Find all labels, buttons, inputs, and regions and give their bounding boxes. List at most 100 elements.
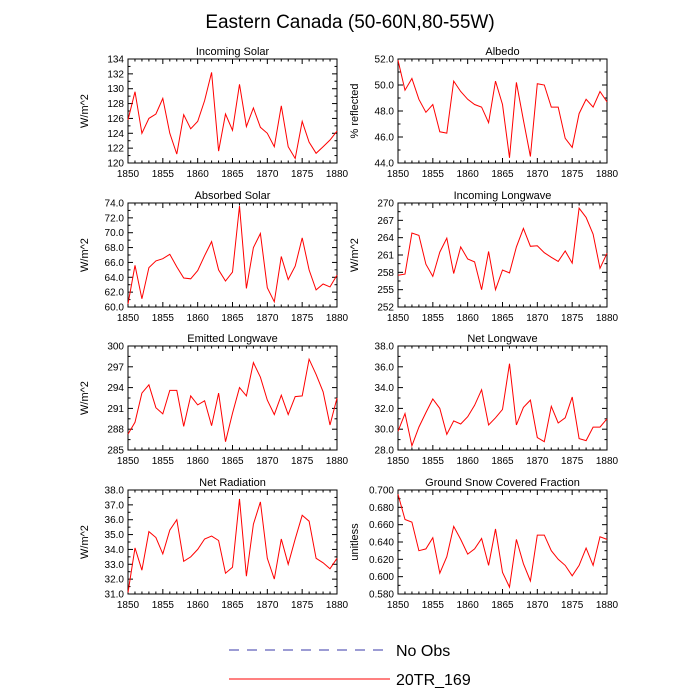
x-tick-label: 1875	[561, 169, 584, 180]
x-tick-label: 1870	[256, 456, 279, 467]
y-tick-label: 122	[107, 144, 124, 155]
series-line	[397, 494, 608, 589]
panel-title: Ground Snow Covered Fraction	[425, 477, 580, 489]
y-tick-label: 34.0	[105, 545, 125, 556]
y-axis-label: unitless	[349, 523, 361, 561]
series-line	[397, 206, 608, 292]
x-tick-label: 1850	[387, 456, 410, 467]
x-tick-label: 1860	[457, 600, 480, 611]
panel-title: Emitted Longwave	[187, 333, 278, 345]
x-tick-label: 1880	[326, 313, 349, 324]
chart-panel-6: Net Radiation 1850 1855 1860 1865 1870 1875 188…	[79, 477, 349, 611]
x-tick-label: 1865	[221, 600, 244, 611]
x-tick-label: 1860	[187, 169, 210, 180]
panels-group: Incoming Solar 1850 1855 1860 1865 1870 1875 18…	[79, 46, 619, 611]
series-line	[127, 498, 338, 593]
y-tick-label: 270	[377, 199, 394, 210]
y-tick-label: 261	[377, 251, 394, 262]
x-tick-label: 1875	[291, 600, 314, 611]
x-tick-label: 1865	[491, 456, 514, 467]
y-tick-label: 130	[107, 84, 124, 95]
panel-title: Incoming Longwave	[454, 190, 552, 202]
series-line	[127, 72, 338, 160]
y-tick-label: 35.0	[105, 530, 125, 541]
chart-panel-5: Net Longwave 1850 1855 1860 1865 1870 1875 1880…	[375, 333, 619, 467]
x-tick-label: 1855	[422, 313, 445, 324]
y-tick-label: 31.0	[105, 590, 125, 601]
y-tick-label: 297	[107, 362, 124, 373]
x-tick-label: 1870	[526, 313, 549, 324]
panel-frame	[397, 345, 608, 451]
x-tick-label: 1870	[526, 169, 549, 180]
panel-title: Net Longwave	[467, 333, 537, 345]
y-tick-label: 64.0	[105, 273, 125, 284]
y-tick-label: 0.680	[369, 503, 394, 514]
chart-panel-2: Absorbed Solar 1850 1855 1860 1865 1870 1875 18…	[79, 190, 349, 324]
series-line	[397, 363, 608, 448]
chart-panel-4: Emitted Longwave 1850 1855 1860 1865 1870 1875…	[79, 333, 349, 467]
y-tick-label: 32.0	[105, 575, 125, 586]
x-tick-label: 1870	[256, 169, 279, 180]
x-tick-label: 1880	[326, 600, 349, 611]
legend: No Obs 20TR_169	[229, 643, 471, 689]
panel-frame	[397, 202, 608, 308]
x-tick-label: 1855	[422, 169, 445, 180]
x-tick-label: 1850	[117, 169, 140, 180]
x-tick-label: 1875	[561, 600, 584, 611]
x-tick-label: 1870	[256, 313, 279, 324]
x-tick-label: 1880	[596, 169, 619, 180]
y-tick-label: 33.0	[105, 560, 125, 571]
panel-title: Incoming Solar	[196, 46, 270, 58]
chart-panel-3: Incoming Longwave 1850 1855 1860 1865 1870 187…	[349, 190, 619, 324]
x-tick-label: 1865	[221, 456, 244, 467]
chart-panel-1: Albedo 1850 1855 1860 1865 1870 1875 1880 44.0 46…	[349, 46, 619, 180]
x-tick-label: 1875	[291, 313, 314, 324]
x-tick-label: 1850	[387, 313, 410, 324]
y-tick-label: 252	[377, 303, 394, 314]
series-line	[127, 205, 338, 305]
x-tick-label: 1860	[457, 456, 480, 467]
panel-frame	[127, 345, 338, 451]
series-line	[397, 60, 608, 158]
y-tick-label: 62.0	[105, 288, 125, 299]
y-tick-label: 288	[107, 425, 124, 436]
y-tick-label: 134	[107, 55, 124, 66]
x-tick-label: 1880	[326, 456, 349, 467]
y-tick-label: 124	[107, 129, 124, 140]
panel-frame	[127, 489, 338, 595]
x-tick-label: 1880	[596, 456, 619, 467]
y-tick-label: 72.0	[105, 213, 125, 224]
y-axis-label: W/m^2	[79, 238, 91, 272]
y-tick-label: 38.0	[375, 342, 395, 353]
x-tick-label: 1870	[526, 600, 549, 611]
panel-title: Net Radiation	[199, 477, 266, 489]
y-axis-label: W/m^2	[79, 381, 91, 415]
figure-title: Eastern Canada (50-60N,80-55W)	[205, 12, 494, 33]
y-tick-label: 38.0	[105, 486, 125, 497]
y-tick-label: 60.0	[105, 303, 125, 314]
x-tick-label: 1865	[491, 600, 514, 611]
y-tick-label: 48.0	[375, 107, 395, 118]
y-tick-label: 70.0	[105, 228, 125, 239]
x-tick-label: 1860	[457, 169, 480, 180]
y-axis-label: W/m^2	[79, 525, 91, 559]
x-tick-label: 1880	[596, 600, 619, 611]
x-tick-label: 1850	[387, 600, 410, 611]
y-tick-label: 74.0	[105, 199, 125, 210]
x-tick-label: 1850	[387, 169, 410, 180]
y-tick-label: 68.0	[105, 243, 125, 254]
y-tick-label: 128	[107, 99, 124, 110]
x-tick-label: 1865	[221, 169, 244, 180]
y-tick-label: 37.0	[105, 500, 125, 511]
y-tick-label: 30.0	[375, 425, 395, 436]
y-tick-label: 52.0	[375, 55, 395, 66]
x-tick-label: 1860	[187, 456, 210, 467]
y-tick-label: 46.0	[375, 133, 395, 144]
y-tick-label: 32.0	[375, 404, 395, 415]
y-tick-label: 285	[107, 446, 124, 457]
y-tick-label: 264	[377, 233, 394, 244]
x-tick-label: 1855	[152, 600, 175, 611]
y-tick-label: 120	[107, 159, 124, 170]
panel-frame	[127, 58, 338, 164]
